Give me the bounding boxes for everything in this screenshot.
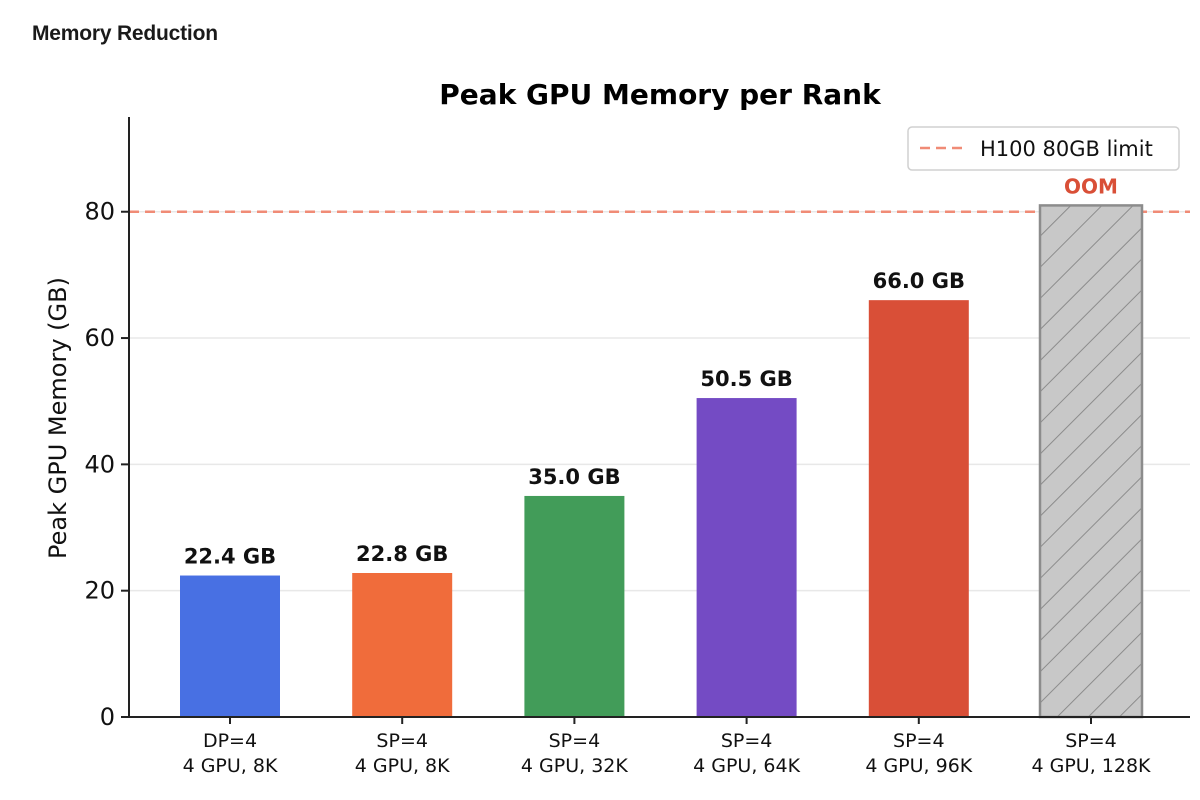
bars xyxy=(180,204,1144,719)
axes xyxy=(128,117,1190,718)
x-tick-label-2-line2: 4 GPU, 32K xyxy=(521,755,628,777)
bar-oom xyxy=(1038,204,1144,719)
legend-box xyxy=(907,126,1180,171)
y-axis-label: Peak GPU Memory (GB) xyxy=(44,277,72,559)
y-tick-label-80: 80 xyxy=(84,198,115,226)
x-tick-label-0-line2: 4 GPU, 8K xyxy=(183,755,278,777)
legend-label: H100 80GB limit xyxy=(980,137,1153,161)
x-tick-label-3-line2: 4 GPU, 64K xyxy=(693,755,800,777)
data-label-0: 22.4 GB xyxy=(184,545,276,569)
bar-4 xyxy=(868,300,969,717)
y-tick-label-60: 60 xyxy=(84,324,115,352)
y-tick-label-0: 0 xyxy=(100,703,115,731)
section-heading: Memory Reduction xyxy=(32,22,218,45)
legend: H100 80GB limit xyxy=(907,126,1180,171)
data-label-3: 50.5 GB xyxy=(700,367,792,391)
gridlines xyxy=(129,210,1190,592)
x-tick-label-5-line1: SP=4 xyxy=(1065,730,1117,752)
data-label-4: 66.0 GB xyxy=(873,269,965,293)
bar-0 xyxy=(180,575,280,717)
data-labels: 22.4 GB 22.8 GB 35.0 GB 50.5 GB 66.0 GB OOM xyxy=(184,174,1118,568)
bar-2 xyxy=(524,495,625,717)
x-tick-label-1-line2: 4 GPU, 8K xyxy=(355,755,450,777)
x-ticks: DP=4 4 GPU, 8K SP=4 4 GPU, 8K SP=4 4 GPU, 32K… xyxy=(183,717,1151,777)
y-tick-label-40: 40 xyxy=(84,450,115,478)
data-label-1: 22.8 GB xyxy=(356,542,448,566)
x-tick-label-0-line1: DP=4 xyxy=(203,730,257,752)
x-tick-label-4-line1: SP=4 xyxy=(893,730,945,752)
data-label-2: 35.0 GB xyxy=(528,465,620,489)
bar-3 xyxy=(696,398,797,717)
chart-title: Peak GPU Memory per Rank xyxy=(439,78,882,111)
y-ticks: 0 20 40 60 80 xyxy=(84,198,129,731)
x-tick-label-1-line1: SP=4 xyxy=(376,730,428,752)
y-tick-label-20: 20 xyxy=(84,577,115,605)
x-tick-label-3-line1: SP=4 xyxy=(721,730,773,752)
x-tick-label-4-line2: 4 GPU, 96K xyxy=(865,755,972,777)
oom-label: OOM xyxy=(1064,174,1118,198)
x-tick-label-2-line1: SP=4 xyxy=(549,730,601,752)
bar-1 xyxy=(352,573,453,717)
x-tick-label-5-line2: 4 GPU, 128K xyxy=(1031,755,1151,777)
